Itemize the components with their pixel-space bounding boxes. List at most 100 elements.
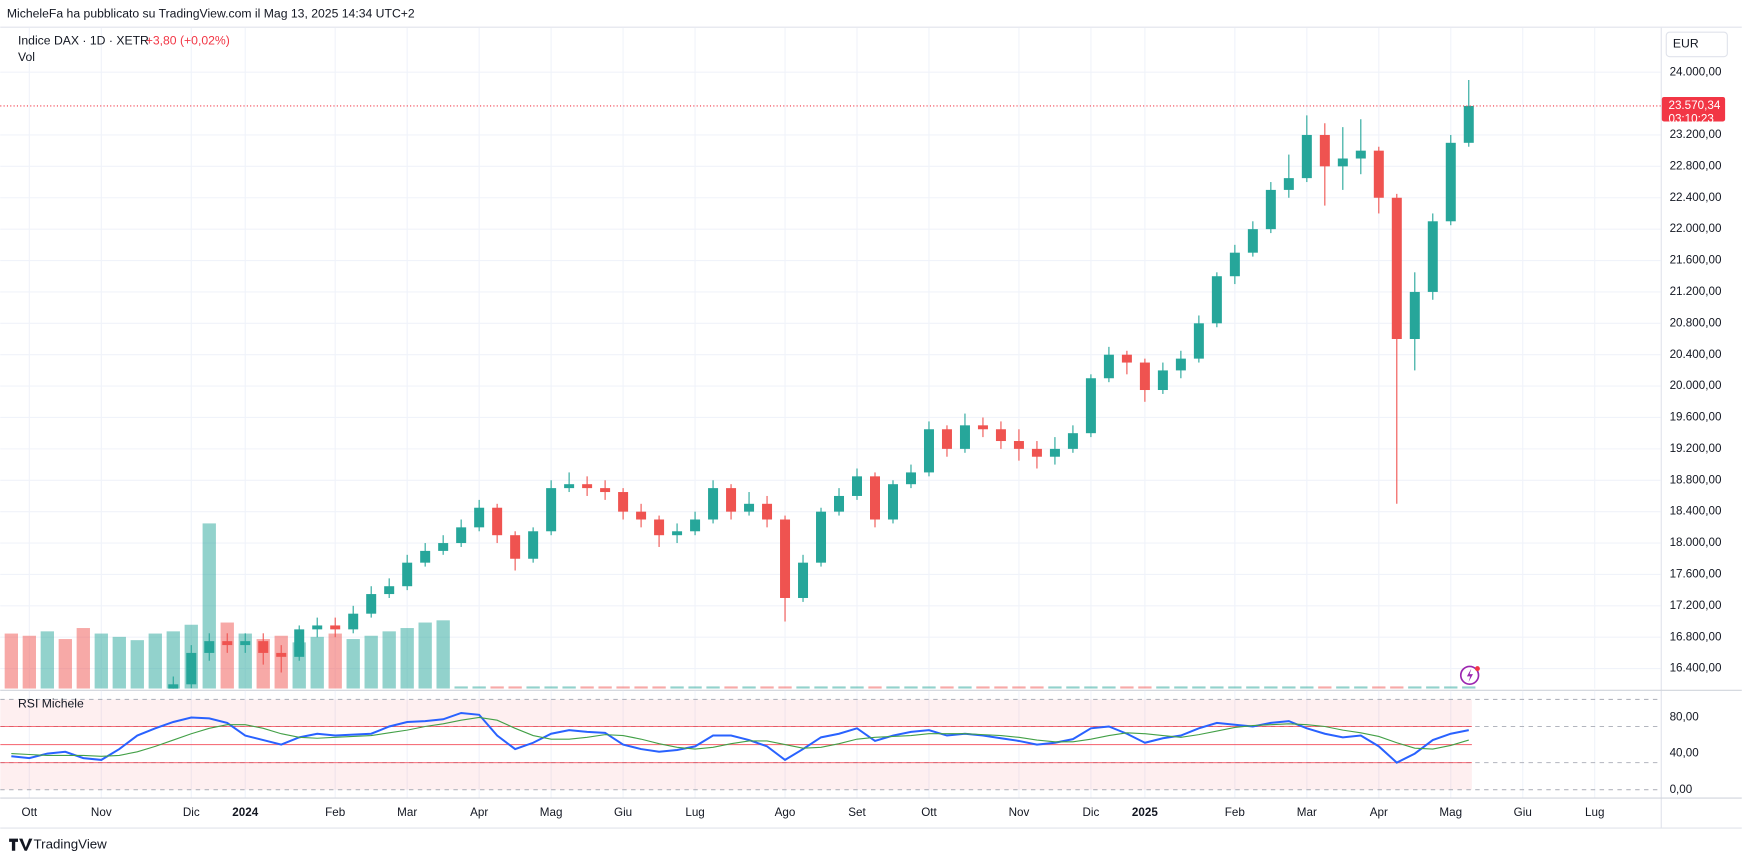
candle-body bbox=[672, 531, 683, 536]
volume-bar bbox=[166, 631, 180, 689]
rsi-line bbox=[11, 711, 1469, 764]
volume-bar bbox=[220, 622, 234, 689]
x-tick-label: 2025 bbox=[1132, 806, 1158, 819]
x-tick-label: Feb bbox=[325, 806, 345, 819]
candle-body bbox=[546, 488, 557, 532]
candle-body bbox=[1211, 276, 1222, 324]
candle-body bbox=[402, 562, 413, 587]
candle-body bbox=[582, 484, 593, 489]
volume-bar bbox=[1300, 686, 1314, 689]
candle-body bbox=[1031, 448, 1042, 457]
volume-bar bbox=[1444, 686, 1458, 689]
candle-body bbox=[1319, 134, 1330, 167]
volume-bar bbox=[1336, 686, 1350, 689]
x-tick-label: Nov bbox=[1009, 806, 1030, 819]
volume-bar bbox=[1174, 686, 1188, 689]
candle-body bbox=[1265, 189, 1276, 230]
candle-body bbox=[510, 535, 521, 559]
y-tick-label: 18.400,00 bbox=[1670, 505, 1722, 518]
volume-bar bbox=[922, 686, 936, 689]
volume-bar bbox=[328, 633, 342, 689]
rsi-band bbox=[0, 699, 1472, 727]
candle-body bbox=[995, 429, 1006, 442]
candle-body bbox=[294, 629, 305, 657]
candle-body bbox=[923, 429, 934, 473]
volume-bar bbox=[4, 633, 18, 689]
volume-bar bbox=[1408, 686, 1422, 689]
candle-body bbox=[348, 613, 359, 630]
candle-body bbox=[744, 503, 755, 512]
candle-body bbox=[1085, 378, 1096, 434]
candle-body bbox=[330, 625, 341, 630]
volume-bar bbox=[598, 686, 612, 689]
volume-bar bbox=[796, 686, 810, 689]
currency-box[interactable] bbox=[1665, 31, 1728, 58]
candle-body bbox=[1049, 448, 1060, 457]
candle-body bbox=[852, 476, 863, 496]
candle-body bbox=[1139, 362, 1150, 391]
y-tick-label: 20.400,00 bbox=[1670, 348, 1722, 361]
candle-body bbox=[1409, 291, 1420, 340]
y-tick-label: 23.200,00 bbox=[1670, 128, 1722, 141]
volume-bar bbox=[1318, 686, 1332, 689]
volume-bar bbox=[1084, 686, 1098, 689]
volume-bar bbox=[760, 686, 774, 689]
candle-body bbox=[1103, 354, 1114, 379]
volume-bar bbox=[958, 686, 972, 689]
candle-body bbox=[1427, 221, 1438, 292]
x-tick-label: Lug bbox=[1585, 806, 1604, 819]
x-tick-label: Mar bbox=[1297, 806, 1317, 819]
volume-bar bbox=[112, 636, 126, 689]
x-tick-label: Mag bbox=[540, 806, 563, 819]
x-tick-label: Dic bbox=[183, 806, 200, 819]
candle-body bbox=[1247, 229, 1258, 253]
y-tick-label: 17.200,00 bbox=[1670, 599, 1722, 612]
candle-body bbox=[636, 511, 647, 520]
candle-body bbox=[600, 488, 611, 493]
candle-body bbox=[780, 519, 791, 598]
candle-body bbox=[816, 511, 827, 563]
candle-body bbox=[492, 507, 503, 536]
volume-bar bbox=[436, 620, 450, 689]
last-price-box bbox=[1661, 97, 1726, 122]
volume-bar bbox=[616, 686, 630, 689]
candle-body bbox=[456, 527, 467, 544]
candle-body bbox=[1013, 441, 1024, 449]
candle-body bbox=[222, 641, 233, 646]
candle-body bbox=[420, 550, 431, 563]
price-change: +3,80 (+0,02%) bbox=[146, 33, 230, 47]
candle-body bbox=[1301, 134, 1312, 179]
candle-body bbox=[384, 586, 395, 595]
x-tick-label: Mar bbox=[397, 806, 417, 819]
y-tick-label: 22.000,00 bbox=[1670, 222, 1722, 235]
volume-bar bbox=[868, 686, 882, 689]
brand: TradingView bbox=[34, 837, 108, 852]
volume-bar bbox=[1426, 686, 1440, 689]
candle-body bbox=[1373, 150, 1384, 198]
y-tick-label: 22.400,00 bbox=[1670, 191, 1722, 204]
volume-bar bbox=[1120, 686, 1134, 689]
candle-body bbox=[528, 531, 539, 559]
x-tick-label: Feb bbox=[1225, 806, 1245, 819]
volume-bar bbox=[1354, 686, 1368, 689]
volume-bar bbox=[976, 686, 990, 689]
candle-body bbox=[762, 503, 773, 520]
volume-bar bbox=[1264, 686, 1278, 689]
candle-body bbox=[1175, 358, 1186, 371]
candle-body bbox=[959, 425, 970, 449]
volume-bar bbox=[1210, 686, 1224, 689]
volume-bar bbox=[1102, 686, 1116, 689]
volume-bar bbox=[526, 686, 540, 689]
volume-bar bbox=[382, 631, 396, 689]
x-tick-label: Dic bbox=[1082, 806, 1099, 819]
candle-body bbox=[474, 507, 485, 528]
x-tick-label: Giu bbox=[1514, 806, 1532, 819]
volume-bar bbox=[76, 628, 90, 689]
candle-body bbox=[1463, 105, 1474, 143]
volume-bar bbox=[850, 686, 864, 689]
volume-bar bbox=[1390, 686, 1404, 689]
candle-body bbox=[1355, 150, 1366, 159]
candle-body bbox=[438, 543, 449, 551]
